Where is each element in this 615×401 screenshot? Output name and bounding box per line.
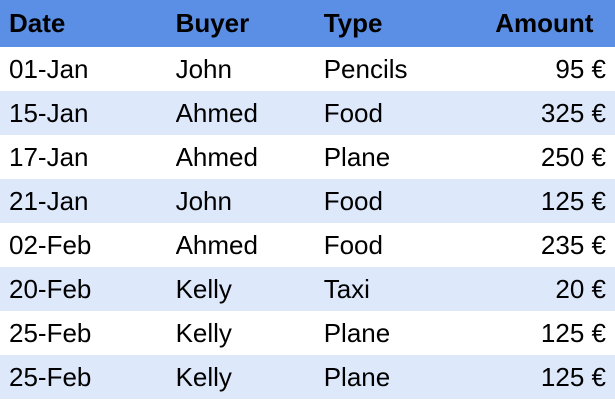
cell-amount[interactable]: 20 € [555,274,606,304]
cell-date[interactable]: 25-Feb [9,362,92,392]
cell-type[interactable]: Taxi [323,274,370,304]
header-type[interactable]: Type [323,8,383,38]
cell-buyer[interactable]: Kelly [175,274,232,304]
cell-type[interactable]: Food [323,186,383,216]
table-row: 21-Jan John Food 125 € [0,179,615,223]
cell-date[interactable]: 02-Feb [9,230,92,260]
cell-type[interactable]: Food [323,230,383,260]
cell-date[interactable]: 21-Jan [9,186,89,216]
cell-amount[interactable]: 95 € [555,54,606,84]
cell-type[interactable]: Food [323,98,383,128]
header-buyer[interactable]: Buyer [175,8,250,38]
cell-buyer[interactable]: Kelly [175,362,232,392]
table-row: 25-Feb Kelly Plane 125 € [0,311,615,355]
cell-date[interactable]: 01-Jan [9,54,89,84]
header-date[interactable]: Date [9,8,66,38]
cell-buyer[interactable]: Ahmed [175,142,258,172]
cell-amount[interactable]: 235 € [540,230,606,260]
cell-buyer[interactable]: Kelly [175,318,232,348]
cell-date[interactable]: 17-Jan [9,142,89,172]
header-amount[interactable]: Amount [495,8,594,38]
table-body: 01-Jan John Pencils 95 € 15-Jan Ahmed Food 325 … [0,47,615,399]
cell-type[interactable]: Pencils [323,54,408,84]
cell-amount[interactable]: 125 € [540,362,606,392]
header-row: Date Buyer Type Amount [0,0,615,47]
cell-date[interactable]: 20-Feb [9,274,92,304]
cell-type[interactable]: Plane [323,318,391,348]
table-row: 02-Feb Ahmed Food 235 € [0,223,615,267]
cell-amount[interactable]: 125 € [540,318,606,348]
cell-buyer[interactable]: Ahmed [175,98,258,128]
cell-amount[interactable]: 250 € [540,142,606,172]
table-row: 15-Jan Ahmed Food 325 € [0,91,615,135]
cell-amount[interactable]: 125 € [540,186,606,216]
table-row: 01-Jan John Pencils 95 € [0,47,615,91]
table-row: 25-Feb Kelly Plane 125 € [0,355,615,399]
cell-type[interactable]: Plane [323,142,391,172]
cell-date[interactable]: 25-Feb [9,318,92,348]
cell-buyer[interactable]: Ahmed [175,230,258,260]
table-row: 17-Jan Ahmed Plane 250 € [0,135,615,179]
cell-buyer[interactable]: John [175,186,232,216]
cell-amount[interactable]: 325 € [540,98,606,128]
cell-date[interactable]: 15-Jan [9,98,89,128]
cell-buyer[interactable]: John [175,54,232,84]
cell-type[interactable]: Plane [323,362,391,392]
table-row: 20-Feb Kelly Taxi 20 € [0,267,615,311]
